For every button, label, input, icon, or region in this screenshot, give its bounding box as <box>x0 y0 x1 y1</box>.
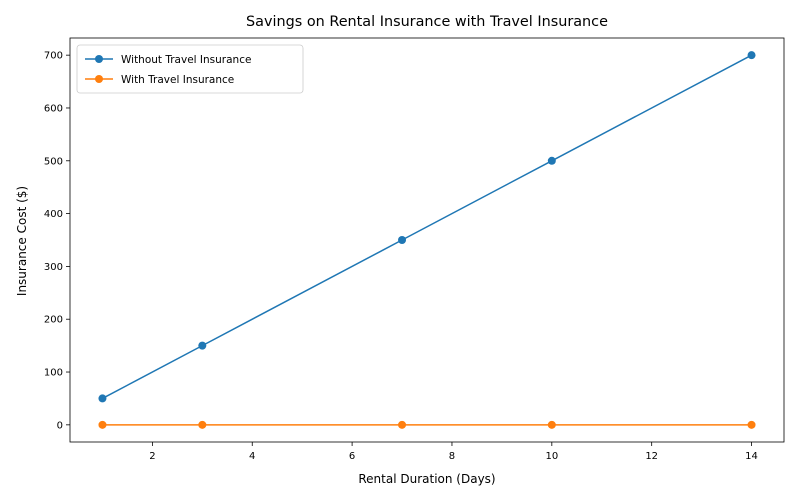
legend-marker-2 <box>95 75 103 83</box>
x-tick-label: 4 <box>249 451 255 462</box>
y-tick-label: 100 <box>44 368 63 379</box>
series-1-point <box>547 156 556 165</box>
y-tick-label: 600 <box>44 103 63 114</box>
y-axis-label: Insurance Cost ($) <box>15 186 29 296</box>
x-tick-label: 2 <box>149 451 155 462</box>
legend: Without Travel Insurance With Travel Insu… <box>76 44 304 94</box>
legend-label-1: Without Travel Insurance <box>121 54 251 66</box>
series-2-point <box>747 420 756 429</box>
y-tick-label: 200 <box>44 315 63 326</box>
series-1-point <box>747 51 756 60</box>
x-tick-label: 8 <box>449 451 455 462</box>
axes-frame <box>69 37 785 443</box>
y-tick-label: 400 <box>44 209 63 220</box>
chart-title: Savings on Rental Insurance with Travel … <box>246 14 608 30</box>
x-tick-label: 10 <box>545 451 558 462</box>
series-1-point <box>98 394 107 403</box>
y-tick-label: 300 <box>44 262 63 273</box>
y-tick-label: 700 <box>44 51 63 62</box>
legend-label-2: With Travel Insurance <box>121 74 234 86</box>
y-tick-label: 500 <box>44 156 63 167</box>
x-axis-label: Rental Duration (Days) <box>358 472 495 486</box>
y-tick-label: 0 <box>57 420 63 431</box>
x-tick-label: 14 <box>745 451 758 462</box>
series-2-point <box>198 420 207 429</box>
series-1-point <box>198 341 207 350</box>
legend-box <box>76 44 304 94</box>
legend-marker-1 <box>95 55 103 63</box>
series-2-point <box>547 420 556 429</box>
series-2-point <box>98 420 107 429</box>
series-1-point <box>398 236 407 244</box>
x-tick-label: 6 <box>349 451 355 462</box>
series-2-point <box>398 420 407 429</box>
plot-area: 2 4 6 8 10 12 14 0 100 200 300 400 500 600 700 <box>44 37 785 462</box>
x-tick-label: 12 <box>645 451 658 462</box>
